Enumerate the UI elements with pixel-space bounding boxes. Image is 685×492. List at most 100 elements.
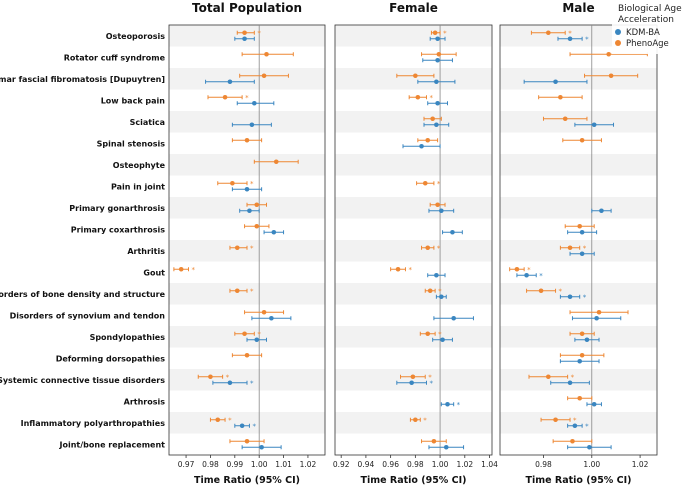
phenoage-significance-star: * (568, 29, 572, 37)
phenoage-significance-star: * (226, 373, 230, 381)
condition-label: Arthrosis (124, 397, 166, 406)
legend-kdm-marker (615, 29, 621, 35)
phenoage-point (432, 30, 438, 36)
phenoage-point (422, 180, 428, 186)
kdm-ba-point (249, 122, 255, 128)
kdm-ba-point (227, 79, 233, 85)
condition-label: Deforming dorsopathies (56, 354, 166, 363)
legend: Biological Age Acceleration KDM-BA Pheno… (612, 2, 685, 54)
phenoage-significance-star: * (257, 29, 261, 37)
x-axis-label: Time Ratio (95% CI) (194, 475, 300, 486)
phenoage-point (230, 180, 235, 186)
condition-labels: Osteoporosis Rotator cuff syndrome Palmar … (0, 32, 166, 450)
kdm-ba-significance-star: * (457, 401, 461, 409)
kdm-ba-point (435, 57, 440, 63)
kdm-ba-significance-star: * (252, 422, 256, 430)
row-band (500, 197, 657, 219)
condition-label: Spinal stenosis (97, 139, 166, 148)
condition-label: Rotator cuff syndrome (64, 53, 166, 62)
kdm-ba-point (269, 315, 274, 321)
kdm-ba-point (567, 294, 573, 300)
condition-label: Palmar fascial fibromatosis [Dupuytren] (0, 75, 165, 84)
legend-title-line2: Acceleration (618, 15, 674, 25)
phenoage-point (222, 94, 228, 100)
phenoage-point (562, 116, 568, 122)
panel-title: Male (562, 1, 594, 15)
panel-frame (334, 24, 493, 456)
row-band (500, 369, 657, 391)
row-band (335, 111, 492, 133)
phenoage-significance-star: * (527, 266, 531, 274)
kdm-ba-point (591, 401, 597, 407)
phenoage-significance-star: * (408, 266, 412, 274)
x-tick-label: 0.99 (226, 460, 243, 469)
condition-label: Inflammatory polyarthropathies (21, 419, 166, 428)
phenoage-point (546, 30, 551, 36)
phenoage-point (208, 374, 213, 380)
phenoage-significance-star: * (583, 244, 587, 252)
row-band (500, 68, 657, 90)
kdm-ba-point (440, 337, 445, 343)
legend-kdm-label: KDM-BA (626, 28, 660, 38)
phenoage-point (606, 51, 611, 57)
phenoage-point (425, 331, 431, 337)
row-band (169, 111, 325, 133)
phenoage-point (273, 159, 279, 165)
condition-label: Disorders of synovium and tendon (10, 311, 166, 320)
kdm-ba-significance-star: * (583, 293, 587, 301)
x-tick-label: 1.02 (632, 460, 649, 469)
phenoage-significance-star: * (228, 416, 232, 424)
x-tick-label: 0.97 (178, 460, 195, 469)
phenoage-point (567, 245, 573, 251)
row-band (335, 25, 492, 47)
phenoage-point (558, 94, 563, 100)
legend-background (612, 2, 685, 54)
row-band (500, 111, 657, 133)
row-band (169, 197, 325, 219)
phenoage-point (579, 137, 585, 143)
phenoage-significance-star: * (437, 180, 441, 188)
x-tick-label: 0.94 (358, 460, 375, 469)
x-tick-label: 0.98 (407, 460, 424, 469)
x-tick-label: 1.00 (432, 460, 449, 469)
phenoage-point (254, 202, 260, 208)
condition-label: Primary coxarthrosis (71, 225, 165, 234)
phenoage-point (215, 417, 221, 423)
condition-label: Gout (143, 268, 165, 277)
phenoage-point (577, 395, 583, 401)
row-band (169, 154, 325, 176)
condition-label: Spondylopathies (90, 333, 166, 342)
kdm-ba-significance-star: * (539, 272, 543, 280)
x-tick-label: 0.98 (535, 460, 552, 469)
kdm-ba-point (584, 337, 590, 343)
phenoage-point (234, 245, 240, 251)
row-bands (169, 25, 657, 434)
panel-title: Total Population (192, 1, 302, 15)
legend-title-line1: Biological Age (618, 4, 682, 14)
row-band (500, 283, 657, 305)
kdm-ba-significance-star: * (250, 379, 254, 387)
phenoage-point (538, 288, 544, 294)
phenoage-significance-star: * (257, 330, 261, 338)
x-tick-label: 1.00 (251, 460, 268, 469)
phenoage-point (261, 309, 267, 315)
row-band (335, 68, 492, 90)
kdm-ba-point (439, 294, 444, 300)
phenoage-significance-star: * (443, 29, 447, 37)
kdm-ba-point (567, 36, 573, 42)
phenoage-point (579, 352, 585, 358)
row-band (500, 412, 657, 434)
kdm-ba-point (434, 272, 439, 278)
condition-label: Joint/bone replacement (59, 440, 166, 449)
condition-label: Osteophyte (113, 161, 166, 170)
x-tick-label: 0.96 (382, 460, 399, 469)
x-tick-label: 1.00 (583, 460, 600, 469)
phenoage-significance-star: * (559, 287, 563, 295)
kdm-ba-point (445, 401, 450, 407)
phenoage-significance-star: * (437, 244, 441, 252)
kdm-ba-point (579, 251, 585, 257)
row-band (169, 240, 325, 262)
phenoage-significance-star: * (423, 416, 427, 424)
